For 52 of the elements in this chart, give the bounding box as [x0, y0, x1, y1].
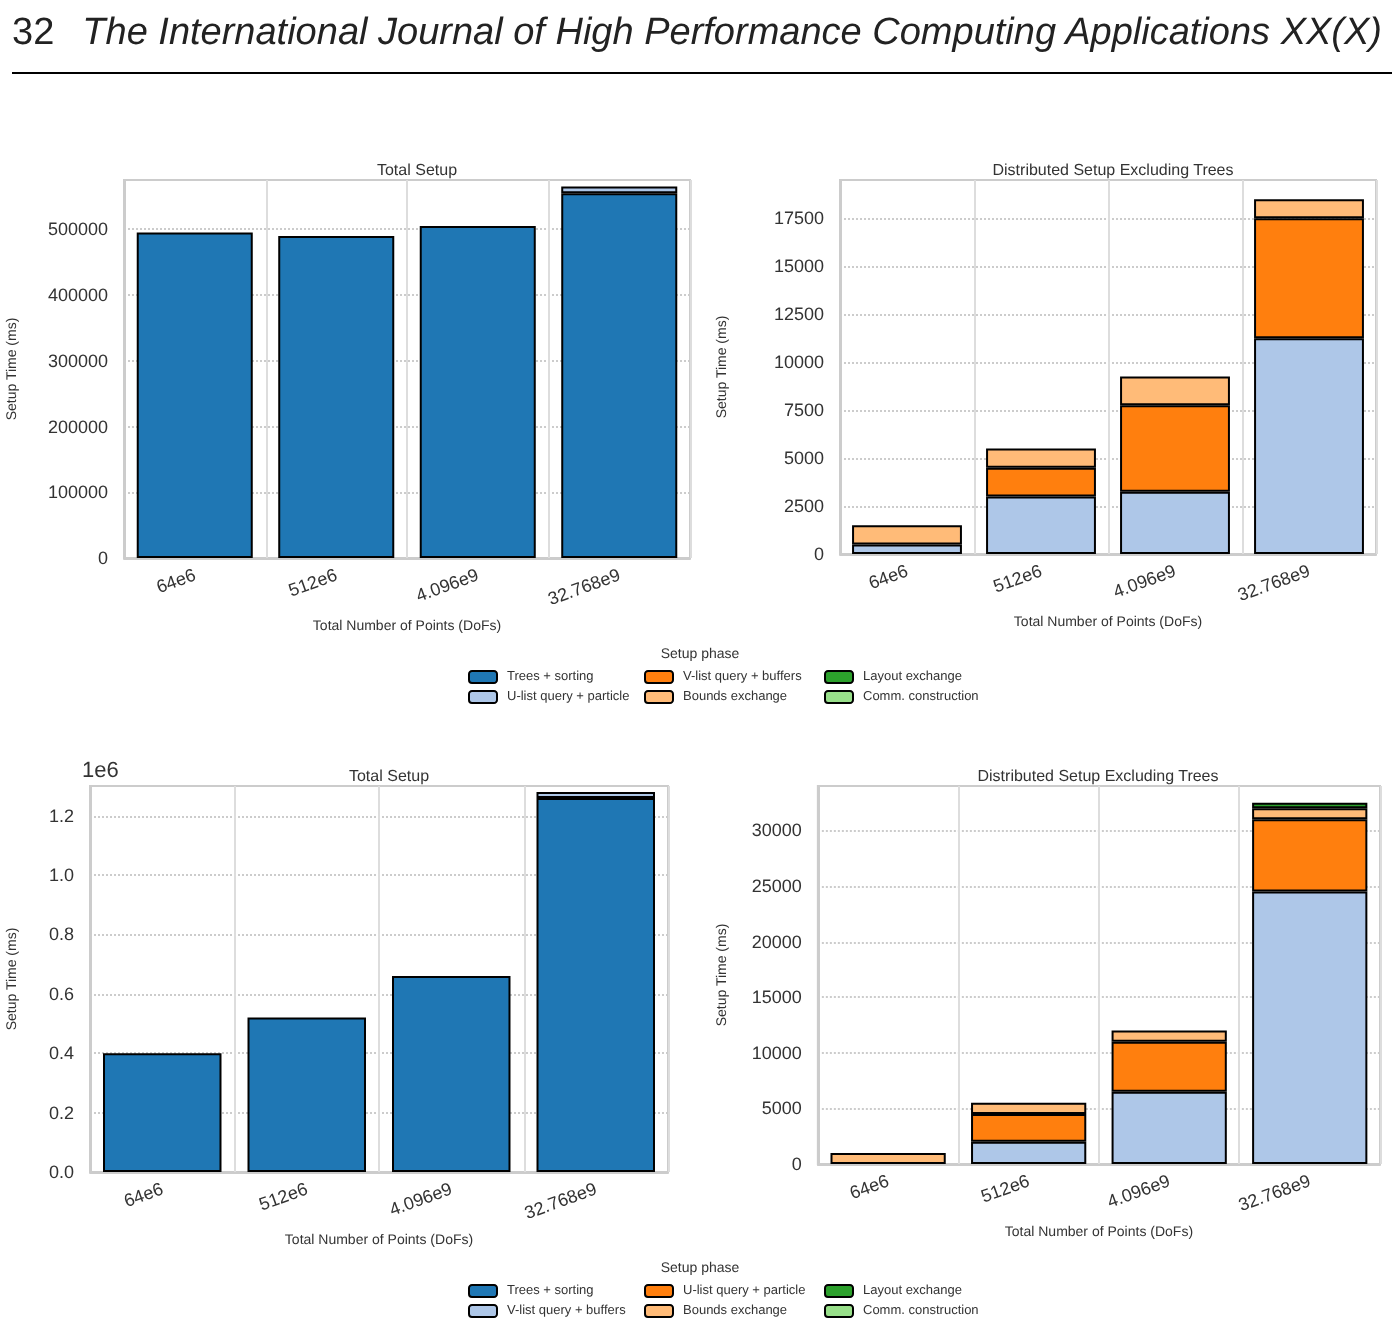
bar	[247, 1017, 366, 1172]
y-tick-label: 17500	[773, 208, 824, 229]
y-tick-label: 5000	[761, 1098, 802, 1119]
y-tick-label: 30000	[751, 820, 802, 841]
y-tick-label: 25000	[751, 876, 802, 897]
x-tick-label: 64e6	[847, 1170, 892, 1204]
y-tick-label: 0.4	[48, 1043, 74, 1064]
text: 1e6	[82, 759, 119, 783]
y-tick-label: 0	[791, 1154, 802, 1174]
bar	[536, 797, 655, 1172]
x-tick-label: 512e6	[285, 564, 340, 601]
y-tick-label: 20000	[751, 931, 802, 952]
text: The International Journal of High Performance Computing Applications XX(X)	[82, 12, 1382, 54]
x-tick-label: 64e6	[865, 560, 911, 594]
bar	[103, 1053, 222, 1172]
bar	[419, 226, 536, 558]
x-tick-label: 64e6	[153, 564, 199, 598]
y-tick-label: 400000	[47, 285, 108, 306]
y-tick-label: 15000	[773, 256, 824, 277]
y-tick-label: 7500	[783, 400, 824, 421]
bar	[830, 1152, 946, 1164]
x-tick-label: 512e6	[978, 1170, 1033, 1207]
y-tick-label: 0.6	[48, 983, 74, 1004]
y-tick-label: 1.0	[48, 865, 74, 886]
chart-title: Total Setup	[348, 767, 431, 785]
text: 32	[12, 12, 55, 54]
y-tick-label: 10000	[773, 352, 824, 373]
x-tick-label: 512e6	[256, 1178, 311, 1215]
y-tick-label: 100000	[47, 482, 108, 503]
bar	[278, 235, 395, 558]
y-tick-label: 5000	[783, 448, 824, 469]
y-tick-label: 0.0	[48, 1162, 74, 1182]
bar	[392, 976, 511, 1172]
chart-title: Total Setup	[376, 161, 459, 179]
y-tick-label: 0.2	[48, 1102, 74, 1123]
chart-title: Distributed Setup Excluding Trees	[977, 767, 1219, 785]
y-tick-label: 0	[97, 548, 108, 568]
y-tick-label: 200000	[47, 416, 108, 437]
x-tick-label: 512e6	[990, 560, 1045, 597]
x-tick-label: 64e6	[121, 1178, 166, 1212]
y-tick-label: 12500	[773, 304, 824, 325]
bar	[136, 232, 253, 558]
y-tick-label: 0	[813, 544, 824, 564]
chart-title: Distributed Setup Excluding Trees	[992, 161, 1234, 179]
y-tick-label: 0.8	[48, 924, 74, 945]
y-tick-label: 500000	[47, 219, 108, 240]
y-tick-label: 300000	[47, 350, 108, 371]
y-tick-label: 15000	[751, 987, 802, 1008]
bar	[561, 193, 678, 558]
y-tick-label: 10000	[751, 1042, 802, 1063]
y-tick-label: 2500	[783, 496, 824, 517]
y-tick-label: 1.2	[48, 805, 74, 826]
